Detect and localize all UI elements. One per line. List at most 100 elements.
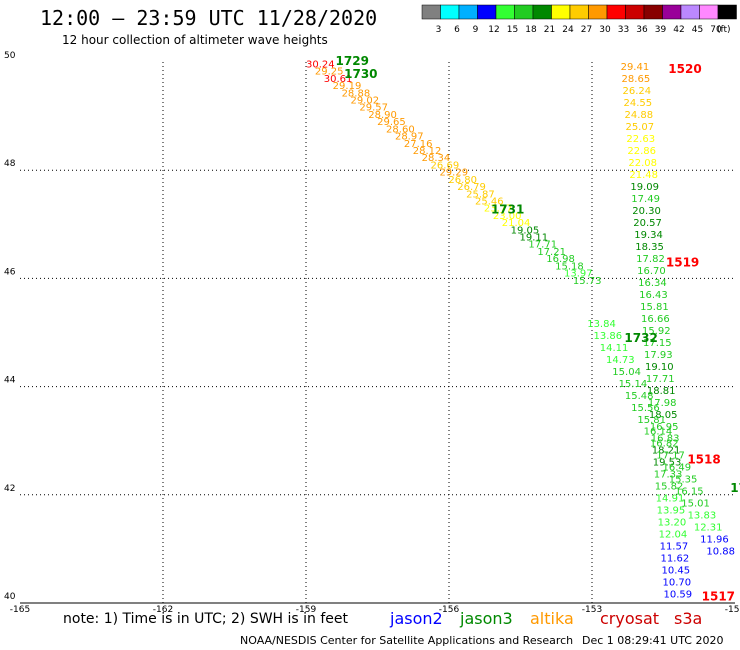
footer-credit: NOAA/NESDIS Center for Satellite Applica… [240, 634, 574, 647]
track-1520-value: 19.09 [630, 182, 659, 193]
track-1732-value: 16.82 [650, 439, 679, 450]
lon-tick-label: -165 [10, 605, 30, 615]
track-1732-value: 15.81 [637, 415, 666, 426]
track-1732-value: 16.14 [644, 427, 673, 438]
track-1520-value: 17.15 [643, 338, 672, 349]
track-1520-value: 25.07 [625, 122, 654, 133]
lat-tick-label: 40 [4, 592, 16, 602]
track-1520-value: 18.35 [635, 242, 664, 253]
track-1520-value: 11.62 [661, 554, 690, 565]
track-1729-value: 19.05 [511, 225, 540, 236]
track-1520-value: 10.59 [663, 590, 692, 601]
scale-tick-label: 12 [488, 25, 499, 35]
legend-jason2: jason2 [390, 609, 443, 628]
track-1520-value: 16.70 [637, 266, 666, 277]
track-1729-value: 26.69 [431, 160, 460, 171]
track-1520-value: 16.43 [639, 290, 668, 301]
track-1729-value: 27.16 [404, 139, 433, 150]
track-1520-value: 16.95 [650, 422, 679, 433]
track-1729-value: 15.18 [555, 261, 584, 272]
lat-tick-label: 46 [4, 267, 16, 277]
scale-tick-label: 30 [599, 25, 611, 35]
lat-tick-label: 50 [4, 51, 16, 61]
scale-tick-label: 21 [544, 25, 555, 35]
track-1520-value: 24.88 [624, 110, 653, 121]
scale-tick-label: 36 [636, 25, 648, 35]
track-1520-value: 14.91 [656, 494, 685, 505]
pass-number-label: 1732 [624, 331, 657, 345]
track-1729-value: 21.04 [502, 218, 531, 229]
track-1729-value: 19.11 [520, 233, 549, 244]
pass-number-label: 1519 [666, 255, 699, 269]
track-1729-value: 29.25 [315, 67, 344, 78]
pass-number-label: 1731 [491, 202, 524, 216]
track-1520-value: 17.98 [648, 398, 677, 409]
scale-tick-label: 24 [562, 25, 574, 35]
track-1732-value: 13.84 [587, 319, 616, 330]
track-1732-value: 15.01 [681, 498, 710, 509]
scale-tick-label: 39 [655, 25, 667, 35]
track-1520-value: 28.65 [622, 74, 651, 85]
track-1520-value: 20.57 [633, 218, 662, 229]
track-1729-value: 25.46 [475, 196, 504, 207]
track-1729-value: 29.65 [377, 117, 406, 128]
scale-tick-label: 42 [673, 25, 684, 35]
track-1520-value: 29.41 [621, 62, 650, 73]
track-1520-value: 24.55 [624, 98, 653, 109]
track-1732-value: 14.73 [606, 355, 635, 366]
track-1520-value: 18.21 [652, 446, 681, 457]
track-1520-value: 17.71 [646, 374, 675, 385]
track-1729-value: 30.24 [306, 59, 335, 70]
scale-tick-label: 9 [473, 25, 479, 35]
track-1520-value: 17.49 [631, 194, 660, 205]
track-1520-value: 19.34 [634, 230, 663, 241]
lon-tick-label: -162 [153, 605, 173, 615]
track-1732-value: 12.31 [694, 522, 723, 533]
scale-unit-label: (ft) [717, 25, 731, 35]
lon-tick-label: -150 [725, 605, 740, 615]
lon-tick-label: -156 [439, 605, 460, 615]
track-1520-value: 11.57 [660, 542, 689, 553]
track-1520-value: 13.95 [657, 506, 686, 517]
track-1732-value: 13.86 [593, 331, 622, 342]
track-1520-value: 12.04 [659, 530, 688, 541]
track-1729-value: 17.21 [537, 247, 566, 258]
track-1729-value: 26.79 [457, 182, 486, 193]
scale-tick-label: 15 [507, 25, 518, 35]
track-1729-value: 29.57 [359, 103, 388, 114]
lat-tick-label: 44 [4, 376, 16, 386]
track-1729-value: 23.00 [493, 211, 522, 222]
track-1729-value: 15.73 [573, 276, 602, 287]
track-1729-value: 13.97 [564, 269, 593, 280]
track-1520-value: 16.66 [641, 314, 670, 325]
track-1520-value: 16.83 [651, 434, 680, 445]
track-1732-value: 16.49 [662, 463, 691, 474]
track-1520-value: 19.10 [645, 362, 674, 373]
track-1520-value: 22.08 [628, 158, 657, 169]
track-1729-value: 16.98 [546, 254, 575, 265]
lon-tick-label: -159 [296, 605, 317, 615]
track-1732-value: 16.15 [675, 487, 704, 498]
track-1732-value: 10.88 [706, 546, 735, 557]
scale-tick-label: 27 [581, 25, 592, 35]
track-1732-value: 15.48 [625, 391, 654, 402]
track-1729-value: 28.97 [395, 132, 424, 143]
page-subtitle: 12 hour collection of altimeter wave hei… [62, 33, 328, 47]
lat-tick-label: 48 [4, 159, 16, 169]
track-1520-value: 20.30 [632, 206, 661, 217]
pass-number-label: 17 [730, 481, 740, 495]
track-1520-value: 13.20 [658, 518, 687, 529]
track-1729-value: 29.19 [333, 81, 362, 92]
track-1729-value: 29.29 [439, 168, 468, 179]
pass-number-label: 1520 [668, 62, 701, 76]
track-1520-value: 17.93 [644, 350, 673, 361]
scale-swatch [717, 4, 737, 20]
track-1520-value: 15.92 [642, 326, 671, 337]
track-1729-value: 28.90 [368, 110, 397, 121]
track-1729-value: 28.34 [422, 153, 451, 164]
legend-jason3: jason3 [460, 609, 513, 628]
track-1729-value: 28.88 [342, 88, 371, 99]
track-1520-value: 18.05 [649, 410, 678, 421]
track-1729-value: 23.77 [484, 204, 513, 215]
